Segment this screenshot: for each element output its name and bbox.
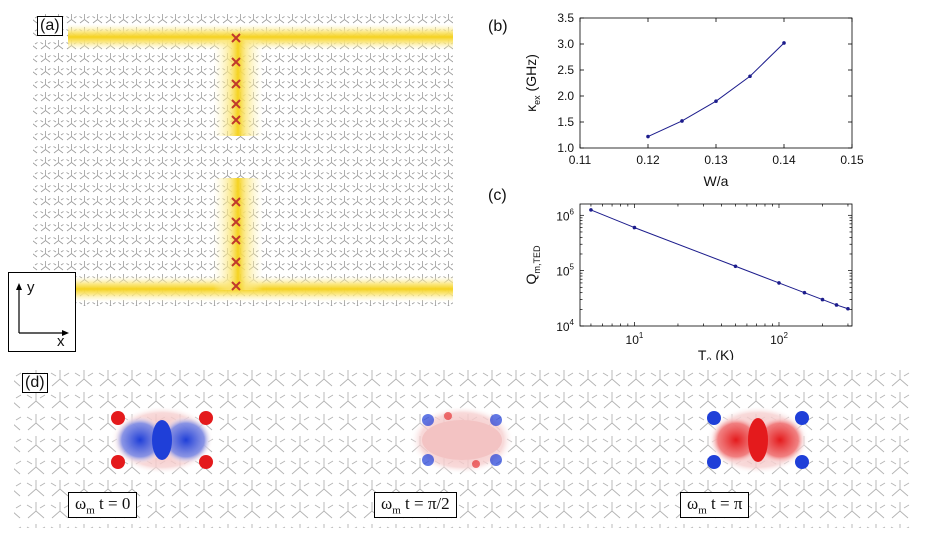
chart-c-point bbox=[733, 264, 738, 269]
chart-b-point bbox=[646, 134, 650, 139]
chart-c-frame bbox=[579, 203, 853, 327]
caption-t1-text: t = π/2 bbox=[400, 494, 450, 513]
upper-cavity-mode bbox=[213, 40, 263, 136]
axes-inset: y x bbox=[8, 272, 76, 352]
chart-b-point bbox=[782, 41, 786, 45]
caption-t1-omega: ω bbox=[381, 494, 393, 513]
caption-t0-sub: m bbox=[86, 504, 95, 517]
chart-b-xtick-label: 0.14 bbox=[772, 153, 796, 167]
chart-c-xlabel: T0 (K) bbox=[698, 347, 734, 360]
caption-t2-text: t = π bbox=[706, 494, 743, 513]
chart-b-ytick-label: 1.5 bbox=[557, 115, 574, 129]
chart-b-xtick-label: 0.11 bbox=[569, 153, 592, 167]
chart-c-point bbox=[846, 306, 850, 311]
chart-c-xtick-label: 101 bbox=[626, 331, 644, 347]
chart-c-point bbox=[802, 290, 807, 295]
caption-t-pi: ωm t = π bbox=[680, 492, 750, 519]
mode-t0 bbox=[110, 406, 214, 474]
chart-b-frame bbox=[579, 17, 853, 149]
caption-t2-sub: m bbox=[698, 504, 707, 517]
chart-b-ytick-label: 2.0 bbox=[557, 89, 574, 103]
panel-d-modes bbox=[14, 368, 912, 528]
panel-c-label: (c) bbox=[488, 187, 507, 204]
caption-t2-omega: ω bbox=[687, 494, 699, 513]
panel-d-label: (d) bbox=[22, 373, 48, 393]
caption-t-half-pi: ωm t = π/2 bbox=[374, 492, 457, 519]
chart-c-ytick-label: 106 bbox=[556, 207, 574, 223]
chart-b-point bbox=[748, 74, 752, 79]
chart-b-ytick-label: 2.5 bbox=[557, 63, 574, 77]
chart-b-series-line bbox=[647, 42, 785, 138]
caption-t0: ωm t = 0 bbox=[68, 492, 138, 519]
inset-x-label: x bbox=[57, 333, 65, 350]
chart-c-ytick-label: 105 bbox=[556, 263, 574, 279]
chart-b-xlabel: W/a bbox=[704, 173, 729, 189]
chart-b-point bbox=[714, 99, 718, 103]
caption-t1-sub: m bbox=[392, 504, 401, 517]
chart-b-ytick-label: 1.0 bbox=[557, 141, 574, 155]
panel-a-field-map bbox=[33, 14, 453, 306]
mode-t-pi bbox=[706, 406, 810, 474]
chart-c-point bbox=[820, 297, 825, 302]
chart-b-ylabel: κex (GHz) bbox=[523, 54, 542, 112]
caption-t0-omega: ω bbox=[75, 494, 87, 513]
chart-c-point bbox=[589, 208, 593, 212]
inset-y-label: y bbox=[27, 279, 35, 296]
chart-c-xtick-label: 102 bbox=[770, 331, 788, 347]
chart-b-ytick-label: 3.0 bbox=[557, 37, 574, 51]
lower-cavity-mode bbox=[213, 178, 263, 290]
mode-t-half-pi bbox=[410, 406, 514, 474]
chart-c-series-line bbox=[590, 209, 849, 310]
panel-b-label: (b) bbox=[488, 18, 508, 35]
axes-arrows bbox=[16, 283, 69, 336]
chart-b-xtick-label: 0.12 bbox=[636, 153, 660, 167]
chart-b-xtick-label: 0.13 bbox=[704, 153, 728, 167]
chart-b-xtick-label: 0.15 bbox=[840, 153, 864, 167]
chart-c-ylabel: Qm,TED bbox=[523, 245, 542, 284]
caption-t0-text: t = 0 bbox=[94, 494, 131, 513]
chart-c-ytick-label: 104 bbox=[556, 318, 574, 334]
chart-c-point bbox=[632, 225, 637, 230]
chart-c-point bbox=[777, 281, 781, 285]
cavity-hotspots bbox=[231, 33, 241, 291]
chart-c-point bbox=[834, 303, 839, 307]
chart-b-point bbox=[680, 119, 684, 123]
chart-c: 101 102 104 105 106 T0 (K) Qm,TED bbox=[523, 203, 853, 360]
chart-b-ytick-label: 3.5 bbox=[557, 11, 574, 25]
chart-b: 0.11 0.12 0.13 0.14 0.15 1.0 1.5 2.0 2.5 3.0 3.5 W/… bbox=[523, 11, 864, 189]
panel-a-label: (a) bbox=[37, 16, 63, 36]
